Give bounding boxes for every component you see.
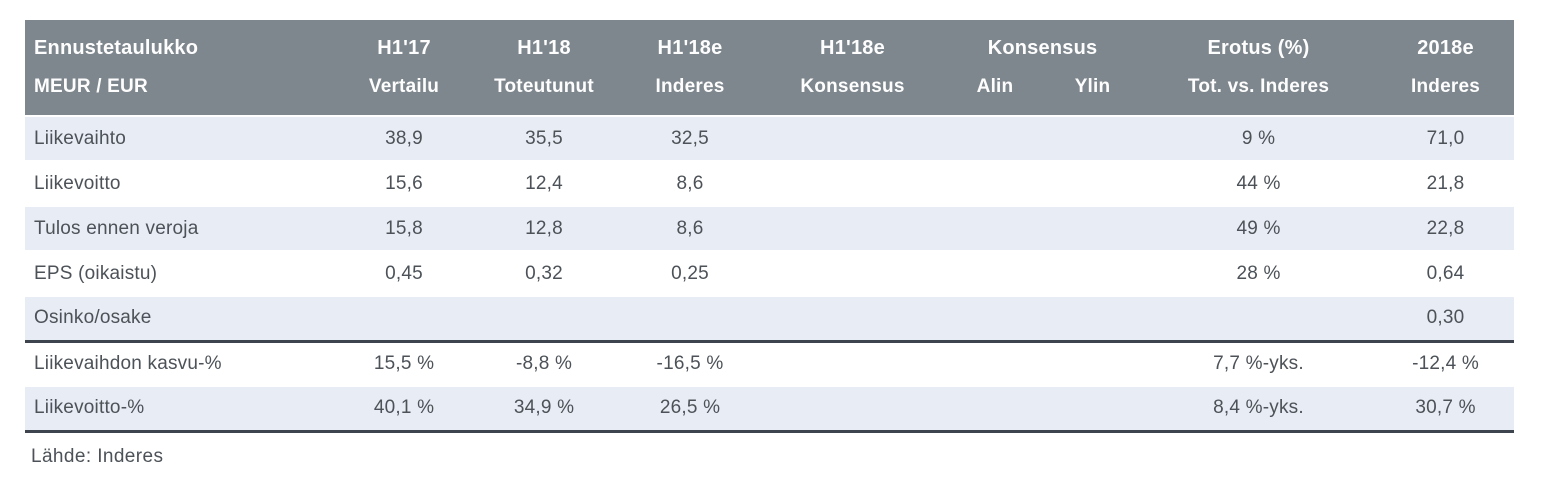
cell [1045, 160, 1141, 206]
forecast-table-container: Ennustetaulukko H1'17 H1'18 H1'18e H1'18… [25, 20, 1515, 468]
cell [945, 115, 1045, 161]
cell [945, 295, 1045, 341]
cell: 15,6 [340, 160, 468, 206]
cell [945, 160, 1045, 206]
table-row-tulos-ennen-veroja: Tulos ennen veroja 15,8 12,8 8,6 49 % 22… [25, 205, 1515, 251]
cell: 40,1 % [340, 385, 468, 433]
cell [760, 385, 945, 433]
cell [1045, 250, 1141, 296]
row-label: Liikevaihdon kasvu-% [25, 339, 340, 386]
header-cell-h118e-inderes: H1'18e [620, 20, 760, 68]
row-label: Liikevoitto [25, 160, 340, 206]
cell: 0,32 [468, 250, 620, 296]
cell [1045, 205, 1141, 251]
cell [760, 250, 945, 296]
cell [945, 205, 1045, 251]
row-label: Liikevaihto [25, 115, 340, 161]
row-label: Tulos ennen veroja [25, 205, 340, 251]
subheader-cell-ylin: Ylin [1045, 68, 1141, 116]
table-header: Ennustetaulukko H1'17 H1'18 H1'18e H1'18… [25, 20, 1515, 116]
header-cell-erotus: Erotus (%) [1140, 20, 1378, 68]
cell [760, 205, 945, 251]
cell [1045, 295, 1141, 341]
cell [468, 295, 620, 341]
cell: 34,9 % [468, 385, 620, 433]
cell: 30,7 % [1377, 385, 1515, 433]
cell [945, 250, 1045, 296]
cell: 7,7 %-yks. [1140, 339, 1378, 386]
cell: 9 % [1140, 115, 1378, 161]
subheader-cell-konsensus: Konsensus [760, 68, 945, 116]
cell: 49 % [1140, 205, 1378, 251]
header-cell-2018e: 2018e [1377, 20, 1515, 68]
row-label: EPS (oikaistu) [25, 250, 340, 296]
subheader-cell-alin: Alin [945, 68, 1045, 116]
cell: 0,64 [1377, 250, 1515, 296]
cell: 8,6 [620, 160, 760, 206]
cell: 32,5 [620, 115, 760, 161]
cell [760, 115, 945, 161]
cell: 44 % [1140, 160, 1378, 206]
cell [945, 339, 1045, 386]
table-row-liikevaihdon-kasvu: Liikevaihdon kasvu-% 15,5 % -8,8 % -16,5… [25, 339, 1515, 386]
cell: 71,0 [1377, 115, 1515, 161]
forecast-table: Ennustetaulukko H1'17 H1'18 H1'18e H1'18… [25, 20, 1515, 433]
header-row-periods: Ennustetaulukko H1'17 H1'18 H1'18e H1'18… [25, 20, 1515, 68]
subheader-cell-toteutunut: Toteutunut [468, 68, 620, 116]
cell [620, 295, 760, 341]
cell: 0,30 [1377, 295, 1515, 341]
cell: 22,8 [1377, 205, 1515, 251]
subheader-cell-inderes-2018e: Inderes [1377, 68, 1515, 116]
table-unit-label: MEUR / EUR [25, 68, 340, 116]
cell: 8,6 [620, 205, 760, 251]
header-cell-h118: H1'18 [468, 20, 620, 68]
table-body: Liikevaihto 38,9 35,5 32,5 9 % 71,0 Liik… [25, 115, 1515, 433]
table-row-eps: EPS (oikaistu) 0,45 0,32 0,25 28 % 0,64 [25, 250, 1515, 296]
table-title: Ennustetaulukko [25, 20, 340, 68]
cell: 0,45 [340, 250, 468, 296]
cell: 12,8 [468, 205, 620, 251]
cell: 26,5 % [620, 385, 760, 433]
table-row-liikevoitto: Liikevoitto 15,6 12,4 8,6 44 % 21,8 [25, 160, 1515, 206]
subheader-cell-vertailu: Vertailu [340, 68, 468, 116]
table-row-liikevoitto-pct: Liikevoitto-% 40,1 % 34,9 % 26,5 % 8,4 %… [25, 385, 1515, 433]
cell: 15,5 % [340, 339, 468, 386]
cell: 38,9 [340, 115, 468, 161]
cell: 8,4 %-yks. [1140, 385, 1378, 433]
cell [1045, 115, 1141, 161]
cell [760, 339, 945, 386]
cell: 0,25 [620, 250, 760, 296]
cell: 35,5 [468, 115, 620, 161]
cell [340, 295, 468, 341]
cell [1140, 295, 1378, 341]
cell: -16,5 % [620, 339, 760, 386]
cell: -8,8 % [468, 339, 620, 386]
table-row-osinko: Osinko/osake 0,30 [25, 295, 1515, 341]
header-row-subtitles: MEUR / EUR Vertailu Toteutunut Inderes K… [25, 68, 1515, 116]
cell [1045, 385, 1141, 433]
cell: 21,8 [1377, 160, 1515, 206]
header-cell-h118e-konsensus: H1'18e [760, 20, 945, 68]
cell [760, 160, 945, 206]
cell: 12,4 [468, 160, 620, 206]
cell [1045, 339, 1141, 386]
table-row-liikevaihto: Liikevaihto 38,9 35,5 32,5 9 % 71,0 [25, 115, 1515, 161]
cell [760, 295, 945, 341]
row-label: Osinko/osake [25, 295, 340, 341]
subheader-cell-inderes: Inderes [620, 68, 760, 116]
cell [945, 385, 1045, 433]
header-cell-konsensus-group: Konsensus [945, 20, 1141, 68]
subheader-cell-tot-vs-inderes: Tot. vs. Inderes [1140, 68, 1378, 116]
header-cell-h117: H1'17 [340, 20, 468, 68]
source-note: Lähde: Inderes [31, 445, 164, 467]
cell: 15,8 [340, 205, 468, 251]
cell: 28 % [1140, 250, 1378, 296]
row-label: Liikevoitto-% [25, 385, 340, 433]
cell: -12,4 % [1377, 339, 1515, 386]
